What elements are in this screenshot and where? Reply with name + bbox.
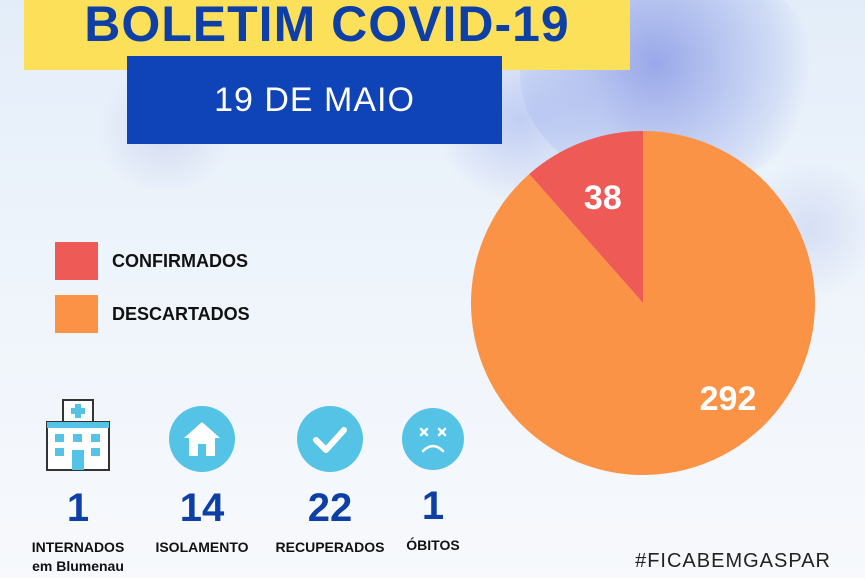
- stat-value-obitos: 1: [421, 484, 445, 528]
- legend-item-confirmados: CONFIRMADOS: [55, 242, 250, 280]
- stat-label-isolamento: ISOLAMENTO: [155, 539, 249, 555]
- stat-label-obitos: ÓBITOS: [406, 537, 460, 553]
- pie-slice-descartados: [471, 131, 815, 475]
- bulletin-date: 19 DE MAIO: [214, 80, 415, 119]
- house-icon: [169, 406, 235, 472]
- sad-face-icon: [402, 408, 464, 470]
- stat-recuperados: 22 RECUPERADOS: [268, 398, 392, 557]
- legend-swatch-confirmados: [55, 242, 98, 280]
- page-title: BOLETIM COVID-19: [84, 0, 570, 52]
- pie-label-descartados: 292: [700, 380, 757, 418]
- stat-value-recuperados: 22: [307, 486, 353, 530]
- stat-internados: 1 INTERNADOS em Blumenau: [20, 398, 136, 576]
- pie-label-confirmados: 38: [584, 179, 622, 217]
- pie-slice-confirmados: [529, 131, 643, 303]
- stat-label-internados: INTERNADOS em Blumenau: [31, 539, 125, 574]
- legend-item-descartados: DESCARTADOS: [55, 295, 250, 333]
- hospital-icon: [20, 398, 136, 472]
- date-banner: 19 DE MAIO: [127, 56, 502, 144]
- stat-obitos: 1 ÓBITOS: [396, 398, 470, 555]
- legend-label-descartados: DESCARTADOS: [112, 303, 250, 324]
- hashtag: #FICABEMGASPAR: [635, 550, 831, 572]
- checkmark-icon: [297, 406, 363, 472]
- legend-label-confirmados: CONFIRMADOS: [112, 250, 248, 271]
- stat-value-isolamento: 14: [179, 486, 225, 530]
- stats-row: 1 INTERNADOS em Blumenau 14 ISOLAMENTO 2…: [20, 398, 490, 578]
- stat-isolamento: 14 ISOLAMENTO: [146, 398, 258, 557]
- legend-swatch-descartados: [55, 295, 98, 333]
- chart-legend: CONFIRMADOS DESCARTADOS: [55, 242, 250, 348]
- stat-label-recuperados: RECUPERADOS: [275, 539, 385, 555]
- pie-chart: 38 292: [471, 131, 815, 475]
- stat-value-internados: 1: [66, 486, 90, 530]
